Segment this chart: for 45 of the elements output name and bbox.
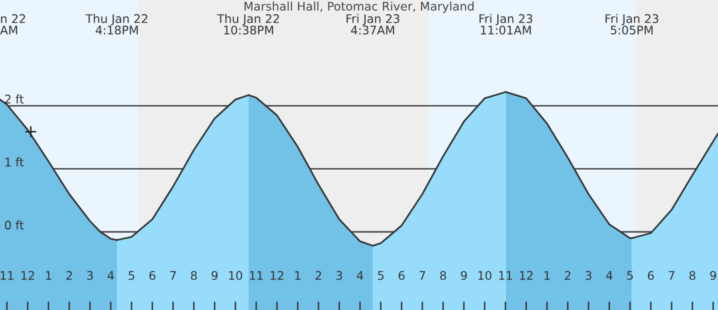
x-tick-label: 11 — [250, 271, 263, 280]
x-tick-label: 9 — [460, 271, 467, 280]
x-tick-label: 2 — [66, 271, 72, 280]
x-tick-label: 5 — [627, 271, 633, 280]
x-tick-label: 11 — [499, 271, 512, 280]
x-tick-label: 3 — [336, 271, 342, 280]
x-tick-label: 12 — [270, 271, 284, 280]
annotation: Fri Jan 23 11:01AM — [480, 14, 532, 35]
x-tick-label: 12 — [21, 271, 34, 280]
x-tick-label: 5 — [378, 271, 384, 280]
x-tick-label: 7 — [668, 271, 674, 280]
annotation: Fri Jan 23 5:05PM — [606, 14, 658, 35]
x-tick-label: 8 — [689, 271, 696, 280]
x-tick-label: 3 — [87, 271, 93, 280]
x-tick-label: 12 — [520, 271, 533, 280]
y-tick-label: 2 ft — [5, 94, 24, 104]
x-tick-label: 7 — [170, 271, 176, 280]
x-tick-label: 5 — [128, 271, 134, 280]
x-tick-label: 1 — [544, 271, 550, 280]
x-tick-label: 1 — [46, 271, 52, 280]
x-tick-label: 4 — [356, 271, 364, 280]
x-tick-label: 10 — [229, 271, 242, 280]
x-tick-label: 6 — [149, 271, 156, 280]
annotation: n 22 AM — [0, 14, 26, 34]
y-tick-label: 0 ft — [4, 220, 24, 230]
annotation: Thu Jan 22 10:38PM — [217, 14, 279, 35]
y-tick-label: 1 ft — [5, 157, 24, 166]
x-tick-label: 3 — [586, 271, 592, 280]
x-tick-label: 8 — [440, 271, 446, 280]
x-tick-label: 1 — [295, 271, 300, 280]
x-tick-label: 11 — [0, 271, 14, 280]
annotation: Fri Jan 23 4:37AM — [346, 14, 400, 35]
x-tick-label: 2 — [316, 271, 322, 280]
x-tick-label: 8 — [190, 271, 197, 280]
x-tick-label: 7 — [420, 271, 426, 280]
x-tick-label: 6 — [648, 271, 654, 280]
x-tick-label: 10 — [478, 271, 492, 280]
x-tick-label: 4 — [108, 271, 114, 280]
chart-title: Marshall Hall, Potomac River, Maryland — [244, 2, 474, 13]
x-tick-label: 4 — [606, 271, 612, 280]
x-tick-label: 9 — [710, 271, 716, 280]
x-tick-label: 9 — [212, 271, 218, 280]
x-tick-label: 2 — [564, 271, 570, 280]
x-tick-label: 6 — [398, 271, 405, 280]
annotation: Thu Jan 22 4:18PM — [86, 14, 148, 35]
